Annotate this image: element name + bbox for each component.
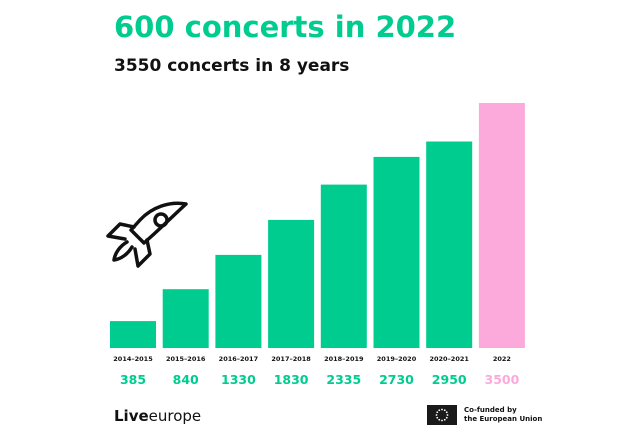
- rocket-icon: [106, 201, 188, 268]
- value-label-2: 1330: [221, 372, 256, 387]
- liveurope-logo: Liveeurope: [114, 406, 201, 426]
- bar-7: [478, 103, 525, 348]
- eu-text-line-2: the European Union: [464, 415, 543, 423]
- brand-regular-text: europe: [148, 407, 202, 425]
- value-label-7: 3500: [485, 372, 520, 387]
- eu-flag-icon: [427, 405, 457, 425]
- category-label-6: 2020–2021: [429, 355, 469, 363]
- page-subtitle: 3550 concerts in 8 years: [114, 56, 350, 76]
- category-label-0: 2014–2015: [113, 355, 153, 363]
- category-label-2: 2016–2017: [219, 355, 258, 363]
- bar-6: [426, 141, 473, 348]
- value-label-1: 840: [173, 372, 199, 387]
- category-label-1: 2015–2016: [166, 355, 206, 363]
- bar-0: [110, 321, 156, 348]
- bar-3: [268, 219, 315, 348]
- category-label-7: 2022: [493, 355, 511, 363]
- value-label-3: 1830: [274, 372, 309, 387]
- eu-text-line-1: Co-funded by: [464, 406, 517, 414]
- category-label-4: 2018–2019: [324, 355, 364, 363]
- value-label-6: 2950: [432, 372, 467, 387]
- page-title: 600 concerts in 2022: [114, 10, 457, 44]
- value-label-0: 385: [120, 372, 146, 387]
- bar-2: [215, 254, 262, 348]
- bar-1: [162, 289, 209, 348]
- brand-bold-text: Live: [114, 407, 149, 425]
- category-label-5: 2019–2020: [377, 355, 417, 363]
- value-label-5: 2730: [379, 372, 414, 387]
- bar-5: [373, 156, 420, 348]
- eu-funding-badge: Co-funded by the European Union: [427, 405, 542, 425]
- category-label-3: 2017–2018: [271, 355, 311, 363]
- bar-4: [320, 184, 367, 348]
- value-label-4: 2335: [326, 372, 361, 387]
